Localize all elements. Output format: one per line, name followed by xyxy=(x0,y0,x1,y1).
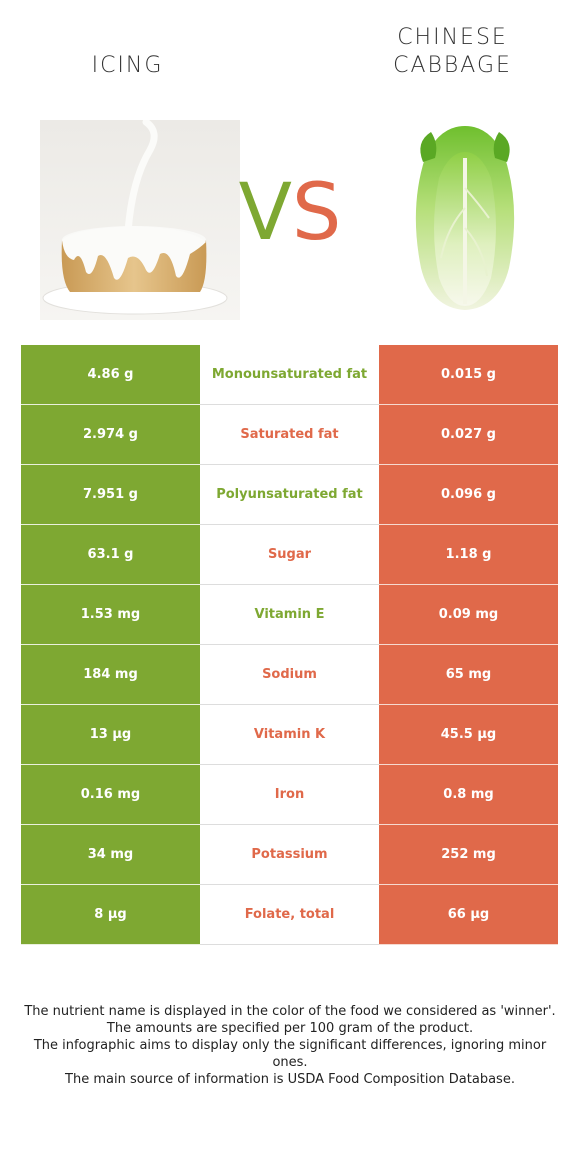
versus-s: S xyxy=(291,168,342,258)
nutrient-name: Iron xyxy=(200,765,379,825)
table-row: 63.1 g Sugar 1.18 g xyxy=(21,525,558,585)
left-value: 8 µg xyxy=(21,885,200,945)
nutrient-name: Potassium xyxy=(200,825,379,885)
left-value: 184 mg xyxy=(21,645,200,705)
right-value: 0.096 g xyxy=(379,465,558,525)
right-value: 0.027 g xyxy=(379,405,558,465)
footer-line-4: The main source of information is USDA F… xyxy=(65,1072,515,1087)
nutrient-name: Sugar xyxy=(200,525,379,585)
table-row: 13 µg Vitamin K 45.5 µg xyxy=(21,705,558,765)
versus-v: V xyxy=(238,168,292,258)
right-value: 0.015 g xyxy=(379,345,558,405)
right-food-title: CHINESE CABBAGE xyxy=(393,25,512,78)
nutrient-name: Folate, total xyxy=(200,885,379,945)
left-value: 13 µg xyxy=(21,705,200,765)
table-row: 8 µg Folate, total 66 µg xyxy=(21,885,558,945)
left-value: 1.53 mg xyxy=(21,585,200,645)
right-value: 1.18 g xyxy=(379,525,558,585)
versus-label: VS xyxy=(222,168,358,258)
table-row: 1.53 mg Vitamin E 0.09 mg xyxy=(21,585,558,645)
left-value: 2.974 g xyxy=(21,405,200,465)
left-food-title: ICING xyxy=(91,53,164,78)
left-value: 63.1 g xyxy=(21,525,200,585)
right-value: 252 mg xyxy=(379,825,558,885)
nutrient-name: Saturated fat xyxy=(200,405,379,465)
footer-line-3: The infographic aims to display only the… xyxy=(33,1038,547,1070)
footer-line-1: The nutrient name is displayed in the co… xyxy=(24,1004,556,1019)
right-value: 65 mg xyxy=(379,645,558,705)
nutrient-name: Monounsaturated fat xyxy=(200,345,379,405)
nutrient-name: Polyunsaturated fat xyxy=(200,465,379,525)
table-row: 2.974 g Saturated fat 0.027 g xyxy=(21,405,558,465)
table-row: 0.16 mg Iron 0.8 mg xyxy=(21,765,558,825)
table-row: 7.951 g Polyunsaturated fat 0.096 g xyxy=(21,465,558,525)
right-value: 45.5 µg xyxy=(379,705,558,765)
table-row: 34 mg Potassium 252 mg xyxy=(21,825,558,885)
footer-line-2: The amounts are specified per 100 gram o… xyxy=(106,1021,474,1036)
right-value: 66 µg xyxy=(379,885,558,945)
left-value: 34 mg xyxy=(21,825,200,885)
icing-cake-image xyxy=(40,118,240,320)
nutrient-name: Vitamin K xyxy=(200,705,379,765)
right-value: 0.8 mg xyxy=(379,765,558,825)
nutrient-name: Vitamin E xyxy=(200,585,379,645)
chinese-cabbage-image xyxy=(395,118,535,318)
left-value: 7.951 g xyxy=(21,465,200,525)
nutrient-name: Sodium xyxy=(200,645,379,705)
left-value: 0.16 mg xyxy=(21,765,200,825)
table-row: 184 mg Sodium 65 mg xyxy=(21,645,558,705)
right-value: 0.09 mg xyxy=(379,585,558,645)
footer-notes: The nutrient name is displayed in the co… xyxy=(20,1003,560,1088)
table-row: 4.86 g Monounsaturated fat 0.015 g xyxy=(21,345,558,405)
left-value: 4.86 g xyxy=(21,345,200,405)
